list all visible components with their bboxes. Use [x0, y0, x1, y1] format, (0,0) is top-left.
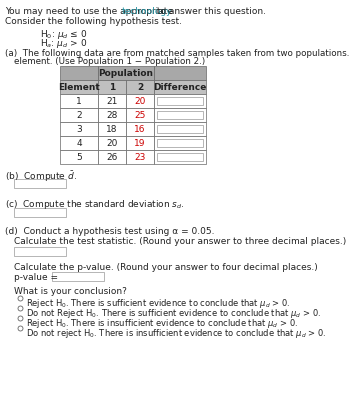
Text: 19: 19: [134, 139, 146, 147]
Text: 25: 25: [134, 111, 146, 120]
Text: 1: 1: [76, 96, 82, 105]
Circle shape: [18, 306, 23, 311]
Text: What is your conclusion?: What is your conclusion?: [14, 287, 127, 296]
Bar: [60, 150, 98, 164]
Text: to answer this question.: to answer this question.: [154, 7, 266, 16]
Bar: [126, 94, 154, 108]
Text: element. (Use Population 1 − Population 2.): element. (Use Population 1 − Population …: [14, 57, 205, 66]
Bar: [157, 139, 203, 147]
Bar: [154, 122, 206, 136]
Text: Population: Population: [98, 68, 154, 77]
Text: 3: 3: [76, 124, 82, 134]
Text: 2: 2: [137, 83, 143, 92]
Bar: [157, 97, 203, 105]
Bar: [14, 208, 66, 217]
Text: 26: 26: [106, 152, 118, 162]
Text: Consider the following hypothesis test.: Consider the following hypothesis test.: [5, 17, 182, 26]
Bar: [98, 122, 126, 136]
Bar: [60, 136, 98, 150]
Bar: [98, 108, 126, 122]
Text: 18: 18: [106, 124, 118, 134]
Text: Reject H$_0$. There is sufficient evidence to conclude that $\mu_d$ > 0.: Reject H$_0$. There is sufficient eviden…: [26, 297, 290, 310]
Circle shape: [18, 316, 23, 321]
Bar: [126, 108, 154, 122]
Text: (d)  Conduct a hypothesis test using α = 0.05.: (d) Conduct a hypothesis test using α = …: [5, 227, 215, 236]
Bar: [154, 66, 206, 80]
Bar: [154, 108, 206, 122]
Bar: [157, 153, 203, 161]
Text: 2: 2: [76, 111, 82, 120]
Bar: [98, 66, 154, 80]
Bar: [157, 111, 203, 119]
Bar: [154, 136, 206, 150]
Text: 5: 5: [76, 152, 82, 162]
Text: 21: 21: [106, 96, 118, 105]
Text: You may need to use the appropriate: You may need to use the appropriate: [5, 7, 176, 16]
Bar: [14, 179, 66, 188]
Bar: [60, 66, 98, 80]
Bar: [126, 150, 154, 164]
Text: 28: 28: [106, 111, 118, 120]
Bar: [98, 80, 126, 94]
Bar: [98, 150, 126, 164]
Bar: [60, 94, 98, 108]
Bar: [60, 80, 98, 94]
Text: 4: 4: [76, 139, 82, 147]
Text: (c)  Compute the standard deviation $s_d$.: (c) Compute the standard deviation $s_d$…: [5, 198, 185, 211]
Text: (b)  Compute $\bar{d}$.: (b) Compute $\bar{d}$.: [5, 169, 77, 184]
Text: Do not Reject H$_0$. There is sufficient evidence to conclude that $\mu_d$ > 0.: Do not Reject H$_0$. There is sufficient…: [26, 307, 321, 320]
Bar: [98, 94, 126, 108]
Text: Difference: Difference: [153, 83, 207, 92]
Bar: [154, 94, 206, 108]
Bar: [98, 136, 126, 150]
Text: Element: Element: [58, 83, 100, 92]
Text: p-value =: p-value =: [14, 273, 61, 282]
Text: (a)  The following data are from matched samples taken from two populations. Com: (a) The following data are from matched …: [5, 49, 350, 58]
Text: 20: 20: [106, 139, 118, 147]
Text: technology: technology: [122, 7, 173, 16]
Bar: [60, 122, 98, 136]
Text: Do not reject H$_0$. There is insufficient evidence to conclude that $\mu_d$ > 0: Do not reject H$_0$. There is insufficie…: [26, 327, 327, 340]
Text: H$_0$: $\mu_d$ ≤ 0: H$_0$: $\mu_d$ ≤ 0: [40, 28, 88, 41]
Text: Calculate the p-value. (Round your answer to four decimal places.): Calculate the p-value. (Round your answe…: [14, 263, 318, 272]
Circle shape: [18, 326, 23, 331]
Text: 16: 16: [134, 124, 146, 134]
Bar: [126, 80, 154, 94]
Bar: [60, 108, 98, 122]
Bar: [52, 272, 104, 281]
Bar: [126, 122, 154, 136]
Bar: [14, 247, 66, 256]
Text: H$_a$: $\mu_d$ > 0: H$_a$: $\mu_d$ > 0: [40, 37, 87, 50]
Text: 20: 20: [134, 96, 146, 105]
Bar: [157, 125, 203, 133]
Text: 1: 1: [109, 83, 115, 92]
Bar: [154, 80, 206, 94]
Text: Reject H$_0$. There is insufficient evidence to conclude that $\mu_d$ > 0.: Reject H$_0$. There is insufficient evid…: [26, 317, 298, 330]
Text: 23: 23: [134, 152, 146, 162]
Circle shape: [18, 296, 23, 301]
Bar: [126, 136, 154, 150]
Text: Calculate the test statistic. (Round your answer to three decimal places.): Calculate the test statistic. (Round you…: [14, 237, 346, 246]
Bar: [154, 150, 206, 164]
